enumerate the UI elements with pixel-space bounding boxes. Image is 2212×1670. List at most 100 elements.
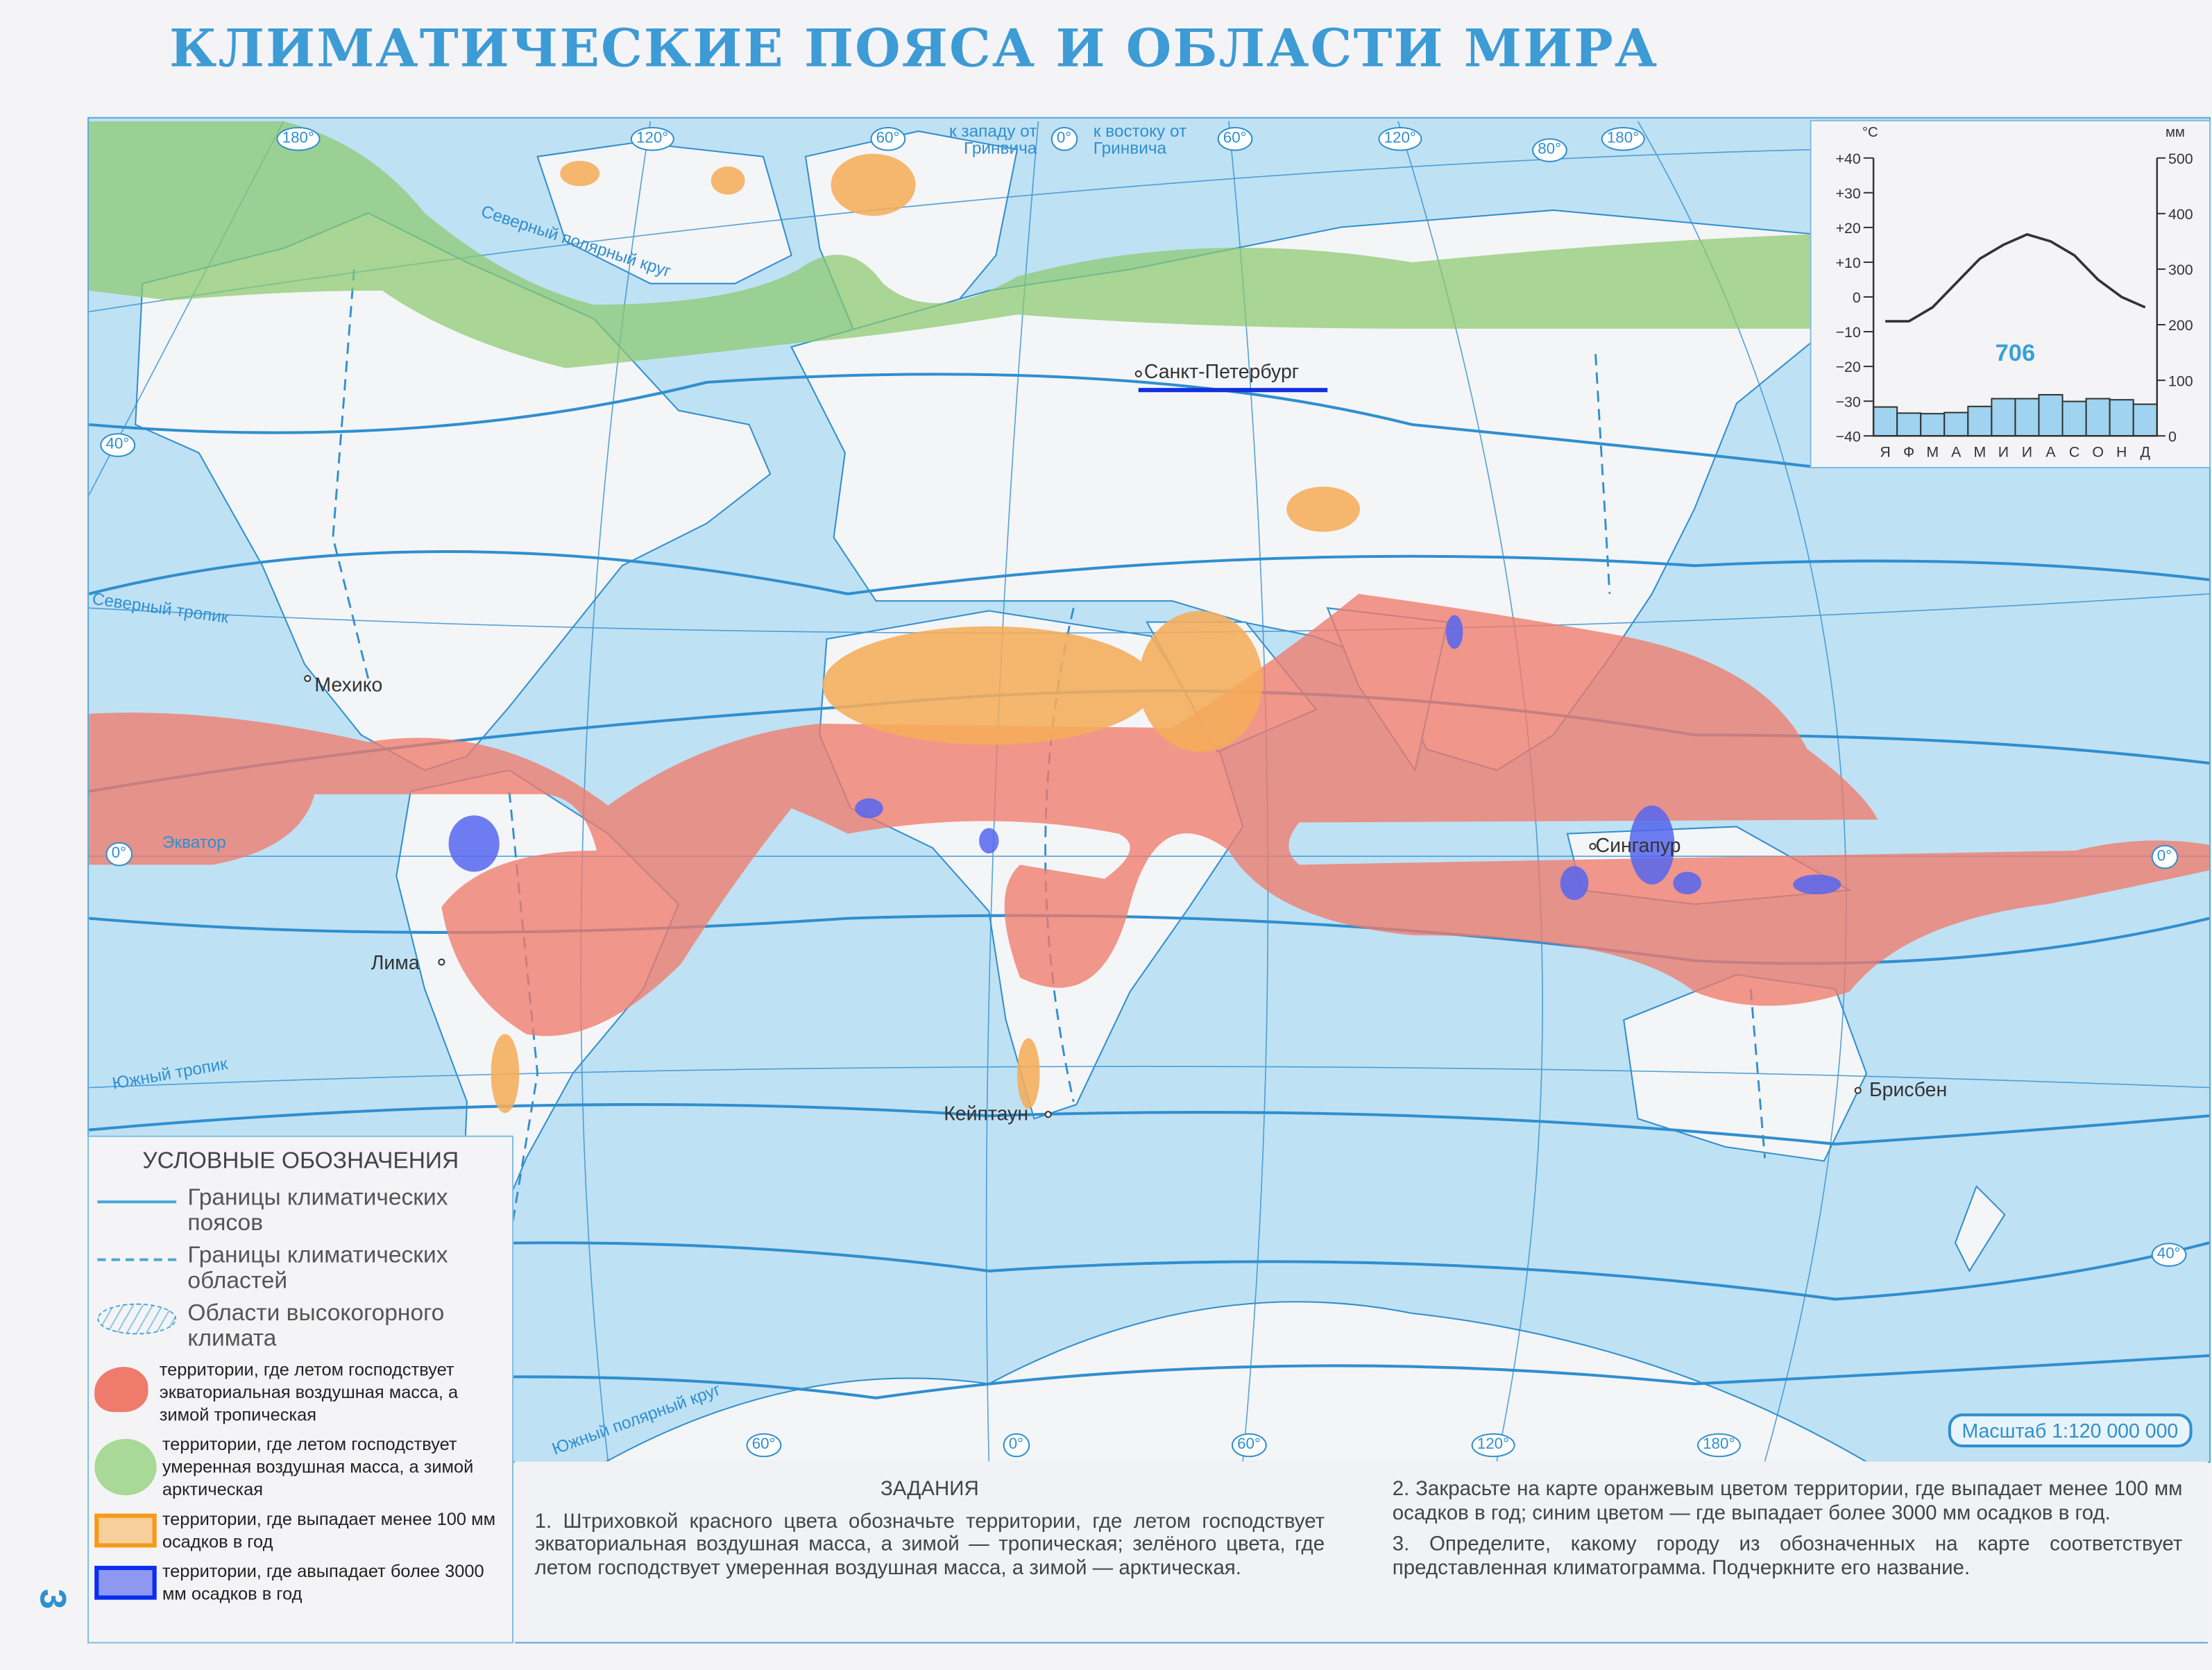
degree-label: 80° <box>1532 138 1567 162</box>
degree-label: 0° <box>1003 1433 1030 1458</box>
task-1: 1. Штриховкой красного цвета обозначьте … <box>534 1510 1325 1580</box>
temperature-tick-label: 0 <box>1853 289 1861 306</box>
temperature-tick-label: −40 <box>1836 428 1861 445</box>
month-label: Д <box>2141 444 2151 461</box>
tasks-column-left: ЗАДАНИЯ 1. Штриховкой красного цвета обо… <box>535 1479 1325 1580</box>
arctic-island-area <box>560 160 600 187</box>
arabia-area <box>1138 611 1263 752</box>
precipitation-tick-label: 300 <box>2168 262 2193 278</box>
hatched-oval-icon <box>97 1303 177 1335</box>
precipitation-bar <box>2132 403 2158 437</box>
green-blob-icon <box>94 1438 157 1496</box>
temperature-unit: °C <box>1862 125 1878 140</box>
city-label-lima[interactable]: Лима <box>371 951 420 973</box>
orange-box-icon <box>94 1513 157 1548</box>
page-number: 3 <box>32 1588 75 1610</box>
precipitation-bar <box>2109 399 2134 437</box>
degree-label: 60° <box>1231 1433 1267 1458</box>
atacama-area <box>491 1034 520 1114</box>
legend-item-label: Границы климатических поясов <box>187 1184 448 1236</box>
degree-label: 0° <box>2151 844 2178 869</box>
page-title: КЛИМАТИЧЕСКИЕ ПОЯСА И ОБЛАСТИ МИРА <box>169 17 1659 79</box>
red-blob-icon <box>94 1367 148 1413</box>
map-drawing <box>89 121 2209 1462</box>
city-underline <box>1138 388 1328 393</box>
precipitation-bar <box>2038 393 2064 437</box>
precipitation-bar <box>2061 400 2087 437</box>
legend-item-label: территории, где летом господствует экват… <box>159 1360 459 1425</box>
degree-label: 180° <box>276 126 321 151</box>
month-label: Н <box>2116 444 2127 461</box>
temperature-tick-label: +20 <box>1836 220 1861 237</box>
namib-area <box>1016 1038 1040 1109</box>
month-label: М <box>1973 444 1986 461</box>
month-label: И <box>2022 444 2032 461</box>
city-label-brisbane[interactable]: Брисбен <box>1869 1077 1948 1100</box>
month-label: И <box>1998 444 2009 461</box>
north-tropic-line <box>89 593 2209 634</box>
legend-item: территории, где летом господствует умере… <box>94 1433 507 1501</box>
degree-label: 120° <box>1378 126 1422 151</box>
city-label-saint-petersburg[interactable]: Санкт-Петербург <box>1143 359 1300 382</box>
precipitation-bar <box>2014 398 2040 437</box>
temperature-tick-label: −30 <box>1836 393 1861 410</box>
tasks-panel: ЗАДАНИЯ 1. Штриховкой красного цвета обо… <box>515 1461 2208 1644</box>
city-markers <box>304 370 1862 1118</box>
precipitation-bar <box>1943 411 1969 437</box>
degree-label: 40° <box>2151 1243 2186 1267</box>
east-of-greenwich-label: к востоку от Гринвича <box>1093 121 1187 158</box>
degree-label: 60° <box>870 126 905 151</box>
degree-label: 120° <box>1471 1433 1515 1458</box>
sahara-area <box>822 626 1156 745</box>
precipitation-bar <box>2085 398 2111 437</box>
degree-label: 120° <box>630 126 674 151</box>
equatorial-summer-areas <box>89 593 2209 1037</box>
tasks-heading: ЗАДАНИЯ <box>880 1478 979 1501</box>
city-label-singapore[interactable]: Сингапур <box>1595 833 1681 857</box>
temperate-summer-areas <box>89 121 1814 368</box>
map-scale: Масштаб 1:120 000 000 <box>1948 1413 2193 1448</box>
degree-label: 60° <box>1217 126 1252 151</box>
precipitation-bar <box>1920 413 1946 437</box>
temperature-tick-label: −20 <box>1836 359 1861 375</box>
legend-item: территории, где летом господствует экват… <box>94 1358 507 1426</box>
month-label: О <box>2092 444 2104 461</box>
dry-areas <box>491 153 1361 1114</box>
legend-item: Границы климатических областей <box>94 1243 507 1293</box>
west-of-greenwich-label: к западу от Гринвича <box>948 121 1037 158</box>
month-label: А <box>1951 444 1962 461</box>
task-3: 3. Определите, какому городу из обозначе… <box>1392 1533 2183 1580</box>
city-label-cape-town[interactable]: Кейптаун <box>944 1101 1029 1125</box>
legend-item-label: Границы климатических областей <box>187 1243 448 1294</box>
legend-item-label: Области высокогорного климата <box>187 1300 445 1352</box>
arctic-island-area <box>711 166 745 195</box>
climatogram-chart: +40 +30 +20 +10 0 −10 −20 −30 −40 500 400 300 200 100… <box>1836 125 2193 461</box>
dashed-line-icon <box>97 1258 177 1261</box>
degree-label: 40° <box>100 433 135 457</box>
precipitation-tick-label: 100 <box>2168 373 2193 389</box>
temperature-tick-label: +40 <box>1836 151 1861 167</box>
legend-item-label: территории, где выпадает менее 100 мм ос… <box>162 1509 496 1552</box>
precipitation-tick-label: 500 <box>2168 151 2193 167</box>
temperature-tick-label: −10 <box>1836 324 1861 341</box>
precipitation-bar <box>1896 412 1922 437</box>
city-label-mexico[interactable]: Мехико <box>314 672 383 696</box>
blue-box-icon <box>94 1565 157 1600</box>
month-label: С <box>2069 444 2079 461</box>
temperature-tick-label: +10 <box>1836 255 1861 271</box>
tasks-column-right: 2. Закрасьте на карте оранжевым цветом т… <box>1393 1479 2183 1580</box>
legend-title: УСЛОВНЫЕ ОБОЗНАЧЕНИЯ <box>142 1148 459 1174</box>
month-label: М <box>1926 444 1939 461</box>
legend-item-label: территории, где летом господствует умере… <box>162 1434 474 1500</box>
central-asia-area <box>1286 486 1361 532</box>
month-label: А <box>2045 444 2056 461</box>
wet-areas <box>448 615 1841 901</box>
degree-label: 180° <box>1696 1433 1741 1458</box>
temperature-tick-label: +30 <box>1836 185 1861 202</box>
month-label: Ф <box>1903 444 1914 461</box>
precipitation-tick-label: 200 <box>2168 317 2193 334</box>
precipitation-tick-label: 400 <box>2168 206 2193 223</box>
new-zealand <box>1954 1185 2006 1272</box>
equator-label: Экватор <box>162 832 226 853</box>
